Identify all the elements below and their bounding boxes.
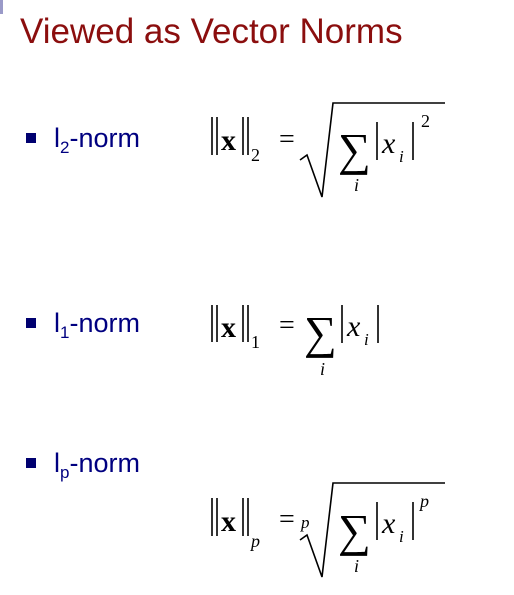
norm-subscript: 1 <box>251 332 260 352</box>
label-letter: l <box>54 448 60 478</box>
sum-index: i <box>354 556 359 576</box>
norm-subscript: p <box>249 531 260 551</box>
element-symbol: x <box>381 127 396 160</box>
vector-symbol: x <box>221 311 236 344</box>
element-symbol: x <box>346 310 361 343</box>
lp-norm-formula: x p = p ∑ i x i p <box>211 482 445 578</box>
l2-norm-formula: x 2 = ∑ i x i 2 <box>211 102 445 198</box>
radical-sign <box>299 102 445 198</box>
equals-sign: = <box>279 124 295 155</box>
bullet-marker <box>26 458 36 468</box>
equals-sign: = <box>279 310 295 341</box>
element-index: i <box>364 330 369 349</box>
label-suffix: -norm <box>69 448 140 478</box>
slide-title: Viewed as Vector Norms <box>20 12 403 51</box>
sum-index: i <box>320 359 325 379</box>
sum-symbol: ∑ <box>304 307 337 358</box>
l1-norm-label: l1-norm <box>54 308 140 342</box>
sum-symbol: ∑ <box>338 505 371 556</box>
power-exponent: p <box>418 491 429 511</box>
label-letter: l <box>54 308 60 338</box>
vector-symbol: x <box>221 124 236 157</box>
slide-corner-mark <box>0 0 3 14</box>
l1-norm-formula: x 1 = ∑ i x i <box>211 305 379 379</box>
lp-norm-label: lp-norm <box>54 448 140 482</box>
norm-subscript: 2 <box>251 145 260 165</box>
bullet-marker <box>26 133 36 143</box>
root-index: p <box>300 513 310 532</box>
equals-sign: = <box>279 504 295 535</box>
radical-sign <box>299 482 445 578</box>
l2-norm-label: l2-norm <box>54 123 140 157</box>
label-subscript: p <box>60 463 70 482</box>
element-index: i <box>399 527 404 546</box>
label-suffix: -norm <box>69 123 140 153</box>
label-suffix: -norm <box>69 308 140 338</box>
power-exponent: 2 <box>421 111 430 131</box>
label-subscript: 2 <box>60 138 70 157</box>
vector-symbol: x <box>221 505 236 538</box>
element-symbol: x <box>381 507 396 540</box>
sum-symbol: ∑ <box>338 124 371 175</box>
element-index: i <box>399 147 404 166</box>
label-subscript: 1 <box>60 323 70 342</box>
label-letter: l <box>54 123 60 153</box>
sum-index: i <box>354 175 359 195</box>
bullet-marker <box>26 318 36 328</box>
